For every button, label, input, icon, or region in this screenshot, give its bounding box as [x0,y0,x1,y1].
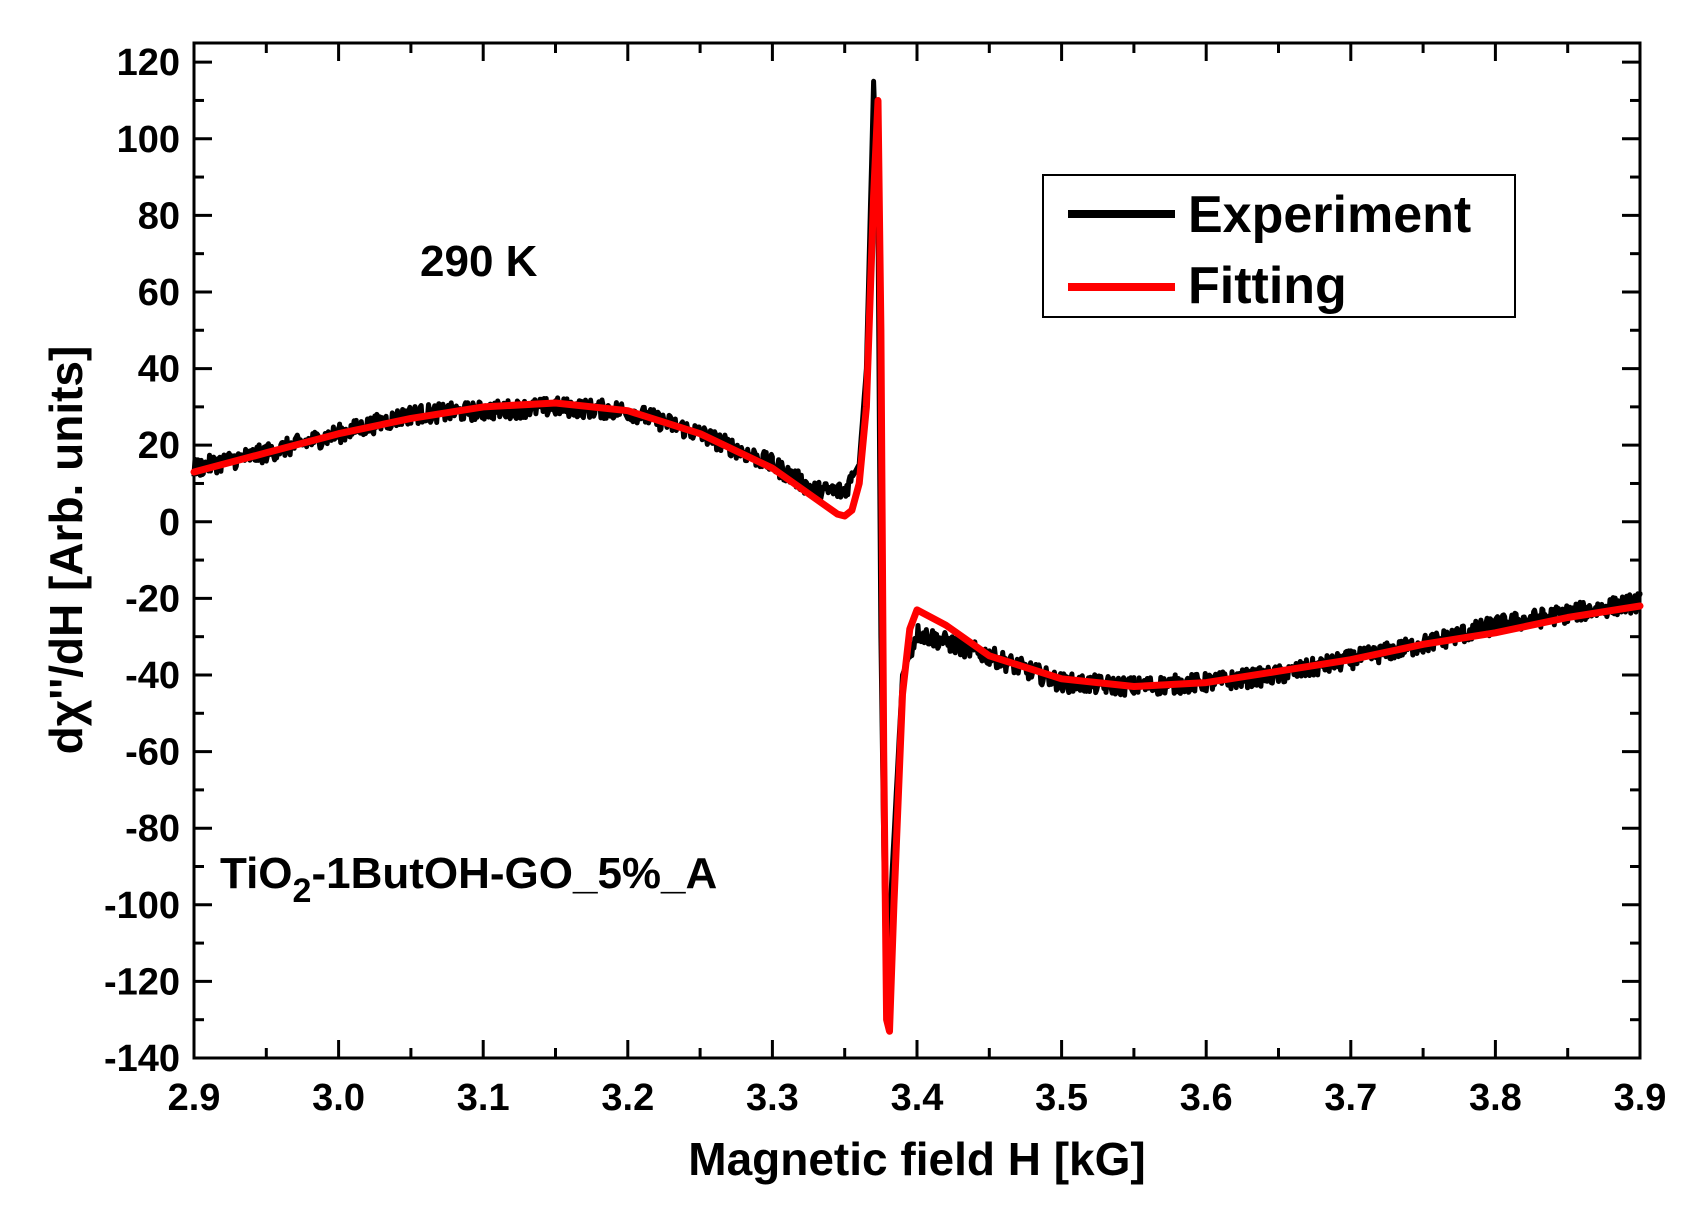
tick-labels: 2.9 3.0 3.1 3.2 3.3 3.4 3.5 3.6 3.7 3.8 3.9 120 100 8… [104,42,1666,1119]
temperature-annotation: 290 K [420,237,538,286]
x-tick-label: 3.7 [1324,1077,1377,1119]
y-tick-label: -140 [104,1038,180,1080]
legend-box [1042,174,1516,318]
x-axis-title: Magnetic field H [kG] [688,1133,1145,1185]
y-tick-label: -20 [125,578,180,620]
y-tick-label: -60 [125,732,180,774]
x-tick-label: 3.8 [1469,1077,1522,1119]
sample-annotation: TiO2-1ButOH-GO_5%_A [220,849,717,910]
y-tick-label: -80 [125,808,180,850]
x-tick-label: 3.6 [1180,1077,1233,1119]
x-tick-label: 3.4 [891,1077,944,1119]
legend-label-experiment: Experiment [1188,186,1471,244]
x-tick-label: 3.3 [746,1077,799,1119]
y-tick-label: 80 [138,195,180,237]
y-tick-label: 120 [117,42,180,84]
y-tick-label: 100 [117,119,180,161]
y-tick-label: 60 [138,272,180,314]
y-tick-label: 20 [138,425,180,467]
legend-label-fitting: Fitting [1188,257,1347,315]
x-tick-label: 2.9 [168,1077,221,1119]
x-tick-label: 3.9 [1614,1077,1667,1119]
y-tick-label: 0 [159,502,180,544]
x-tick-label: 3.0 [312,1077,365,1119]
y-tick-label: -40 [125,655,180,697]
y-axis-title: dχ''/dH [Arb. units] [40,346,92,755]
series-layer [190,78,1644,1035]
series-line-fitting [190,97,1644,1035]
y-tick-label: -100 [104,885,180,927]
x-tick-label: 3.1 [457,1077,510,1119]
y-tick-label: -120 [104,961,180,1003]
legend: Experiment Fitting [1042,174,1516,318]
axis-ticks [192,43,1642,1060]
x-tick-label: 3.2 [601,1077,654,1119]
x-tick-label: 3.5 [1035,1077,1088,1119]
y-tick-label: 40 [138,349,180,391]
